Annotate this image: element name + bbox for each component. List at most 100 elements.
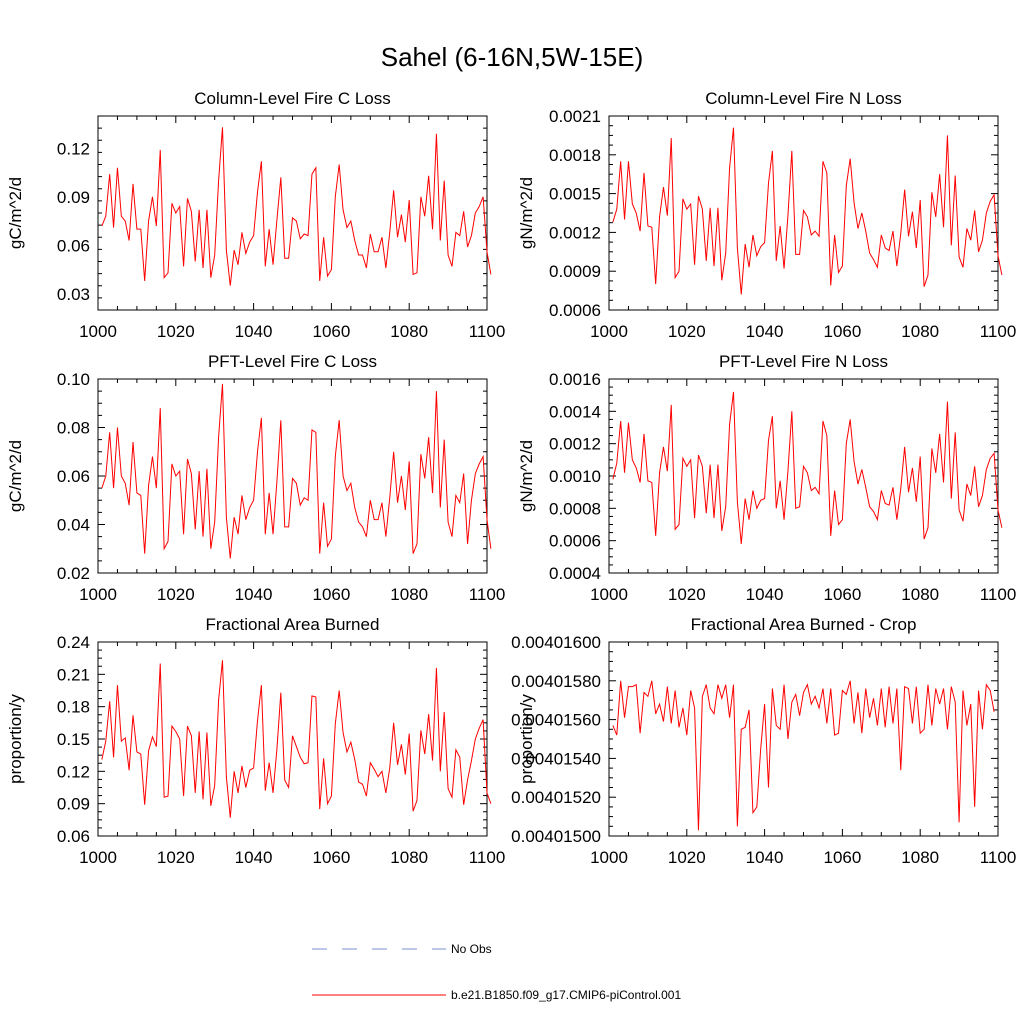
legend-obs-label: No Obs — [451, 942, 492, 956]
y-tick-label: 0.21 — [57, 665, 90, 684]
y-tick-label: 0.0010 — [549, 467, 601, 486]
y-tick-label: 0.00401560 — [511, 711, 601, 730]
y-tick-label: 0.0014 — [549, 402, 601, 421]
series-line — [612, 391, 1003, 544]
y-tick-label: 0.00401580 — [511, 672, 601, 691]
y-tick-label: 0.06 — [57, 827, 90, 846]
chart-title: Fractional Area Burned - Crop — [691, 615, 917, 634]
x-tick-label: 1020 — [157, 322, 195, 341]
y-tick-label: 0.0006 — [549, 532, 601, 551]
y-tick-label: 0.00401600 — [511, 633, 601, 652]
chart-title: PFT-Level Fire N Loss — [719, 352, 888, 371]
y-tick-label: 0.0016 — [549, 370, 601, 389]
series-line — [101, 127, 492, 286]
y-tick-label: 0.02 — [57, 564, 90, 583]
x-tick-label: 1060 — [312, 585, 350, 604]
series-line — [612, 127, 1003, 295]
y-tick-label: 0.04 — [57, 516, 90, 535]
chart-panel-2: 1000 1020 1040 1060 1080 1100 0.0006 0.0009 0.00… — [517, 89, 1016, 341]
chart-panel-5: 1000 1020 1040 1060 1080 1100 0.06 0.09 0.12 0.15… — [6, 615, 505, 867]
plot-frame — [608, 378, 999, 574]
y-tick-label: 0.06 — [57, 236, 90, 255]
x-tick-label: 1100 — [469, 585, 506, 604]
figure-title: Sahel (6-16N,5W-15E) — [381, 42, 644, 72]
y-tick-label: 0.12 — [57, 762, 90, 781]
y-tick-label: 0.10 — [57, 370, 90, 389]
y-tick-label: 0.0018 — [549, 146, 601, 165]
y-tick-label: 0.00401520 — [511, 788, 601, 807]
x-tick-label: 1020 — [668, 585, 706, 604]
y-tick-label: 0.12 — [57, 139, 90, 158]
y-axis-label: gN/m^2/d — [517, 177, 536, 249]
y-tick-label: 0.0006 — [549, 301, 601, 320]
y-tick-label: 0.0004 — [549, 564, 601, 583]
y-axis-label: gN/m^2/d — [517, 440, 536, 512]
chart-title: Fractional Area Burned — [206, 615, 380, 634]
x-tick-label: 1000 — [79, 322, 117, 341]
x-tick-label: 1020 — [157, 585, 195, 604]
y-tick-label: 0.08 — [57, 419, 90, 438]
y-tick-label: 0.09 — [57, 188, 90, 207]
chart-title: PFT-Level Fire C Loss — [208, 352, 377, 371]
y-tick-label: 0.0021 — [549, 107, 601, 126]
y-tick-label: 0.00401540 — [511, 749, 601, 768]
x-tick-label: 1040 — [746, 322, 784, 341]
y-tick-label: 0.00401500 — [511, 827, 601, 846]
x-tick-label: 1080 — [901, 848, 939, 867]
y-tick-label: 0.0012 — [549, 223, 601, 242]
series-line — [101, 660, 492, 818]
y-axis-label: gC/m^2/d — [6, 177, 25, 249]
x-tick-label: 1000 — [590, 585, 628, 604]
x-tick-label: 1000 — [79, 848, 117, 867]
x-tick-label: 1060 — [823, 322, 861, 341]
x-tick-label: 1060 — [312, 322, 350, 341]
x-tick-label: 1020 — [157, 848, 195, 867]
plot-frame — [608, 641, 999, 837]
series-line — [612, 680, 995, 831]
y-tick-label: 0.18 — [57, 698, 90, 717]
x-tick-label: 1100 — [980, 848, 1017, 867]
chart-panels: 1000 1020 1040 1060 1080 1100 0.03 0.06 0.09 0.12… — [6, 89, 1016, 867]
legend-model-label: b.e21.B1850.f09_g17.CMIP6-piControl.001 — [451, 988, 681, 1002]
x-tick-label: 1080 — [901, 585, 939, 604]
x-tick-label: 1060 — [823, 585, 861, 604]
x-tick-label: 1060 — [312, 848, 350, 867]
x-tick-label: 1040 — [746, 848, 784, 867]
y-tick-label: 0.0012 — [549, 435, 601, 454]
y-tick-label: 0.0008 — [549, 499, 601, 518]
y-axis-label: proportion/y — [517, 694, 536, 784]
x-tick-label: 1080 — [901, 322, 939, 341]
x-tick-label: 1020 — [668, 848, 706, 867]
y-tick-label: 0.15 — [57, 730, 90, 749]
y-tick-label: 0.03 — [57, 285, 90, 304]
x-tick-label: 1040 — [235, 585, 273, 604]
chart-panel-4: 1000 1020 1040 1060 1080 1100 0.0004 0.0006 0.00… — [517, 352, 1016, 604]
x-tick-label: 1100 — [469, 848, 506, 867]
y-tick-label: 0.0015 — [549, 185, 601, 204]
x-tick-label: 1080 — [390, 585, 428, 604]
plot-frame — [97, 115, 488, 311]
series-line — [101, 383, 492, 559]
chart-title: Column-Level Fire N Loss — [705, 89, 902, 108]
x-tick-label: 1100 — [980, 322, 1017, 341]
legend: No Obs b.e21.B1850.f09_g17.CMIP6-piContr… — [312, 942, 681, 1002]
chart-panel-3: 1000 1020 1040 1060 1080 1100 0.02 0.04 0.06 0.08… — [6, 352, 505, 604]
chart-panel-1: 1000 1020 1040 1060 1080 1100 0.03 0.06 0.09 0.12… — [6, 89, 505, 341]
plot-frame — [97, 378, 488, 574]
x-tick-label: 1100 — [469, 322, 506, 341]
chart-panel-6: 1000 1020 1040 1060 1080 1100 0.00401500 0.0040… — [511, 615, 1016, 867]
x-tick-label: 1000 — [590, 848, 628, 867]
y-tick-label: 0.09 — [57, 795, 90, 814]
x-tick-label: 1040 — [746, 585, 784, 604]
y-axis-label: gC/m^2/d — [6, 440, 25, 512]
y-tick-label: 0.24 — [57, 633, 90, 652]
y-tick-label: 0.0009 — [549, 262, 601, 281]
chart-title: Column-Level Fire C Loss — [194, 89, 391, 108]
x-tick-label: 1100 — [980, 585, 1017, 604]
y-tick-label: 0.06 — [57, 467, 90, 486]
x-tick-label: 1060 — [823, 848, 861, 867]
x-tick-label: 1000 — [79, 585, 117, 604]
y-axis-label: proportion/y — [6, 694, 25, 784]
x-tick-label: 1040 — [235, 848, 273, 867]
